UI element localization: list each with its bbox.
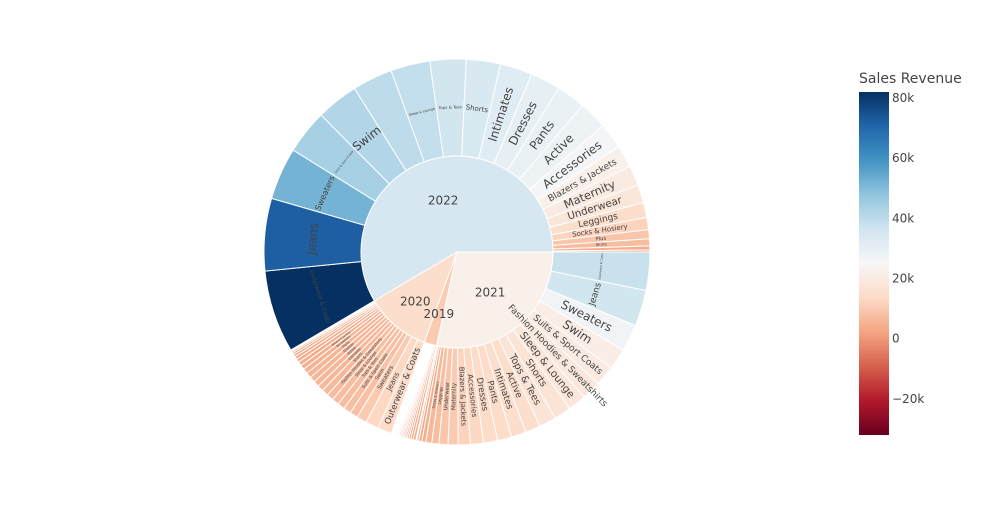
category-label-2021-leggings: Leggings [437,386,444,404]
category-label-2020-dresses: Dresses [343,342,355,354]
category-wedge-2022-clothing-sets[interactable] [552,249,651,253]
category-label-2022-skirts: Skirts [596,241,608,247]
colorbar-tick-label: 80k [892,91,914,105]
year-label-2021: 2021 [475,286,506,300]
category-label-2022-shorts: Shorts [465,103,489,114]
colorbar-tick-label: 20k [892,272,914,286]
colorbar-gradient [859,92,889,435]
year-label-2020: 2020 [400,295,431,309]
category-label-2021-blazers-and-jackets: Blazers & Jackets [457,367,467,427]
colorbar-tick-label: 40k [892,211,914,225]
colorbar-tick-label: −20k [892,392,924,406]
category-label-2022-tops-and-tees: Tops & Tees [437,104,461,110]
category-label-2021-outerwear-and-coats: Outerwear & Coats [597,252,604,280]
category-label-2022-sleep-and-lounge: Sleep & Lounge [409,107,436,117]
colorbar-title: Sales Revenue [859,71,962,87]
category-label-2022-plus: Plus [595,236,606,243]
colorbar-tick-label: 0 [892,332,900,346]
sunburst-wedges [263,58,651,446]
colorbar: Sales Revenue 80k 60k 40k 20k 0 −20k [859,71,962,435]
category-label-2020-active: Active [346,346,356,356]
category-label-2022-jeans: Jeans [304,222,321,256]
category-label-2020-shorts: Shorts [353,352,364,363]
year-label-2022: 2022 [428,194,459,208]
colorbar-tick-label: 60k [892,151,914,165]
category-label-2020-pants: Pants [341,340,350,349]
year-label-2019: 2019 [424,307,455,321]
category-label-2021-socks-and-hosiery: Socks & Hosiery [432,381,440,409]
category-label-2021-underwear: Underwear [443,381,451,411]
category-label-2021-maternity: Maternity [451,382,458,410]
category-label-2021-accessories: Accessories [466,374,479,418]
colorbar-ticks: 80k 60k 40k 20k 0 −20k [892,91,924,406]
